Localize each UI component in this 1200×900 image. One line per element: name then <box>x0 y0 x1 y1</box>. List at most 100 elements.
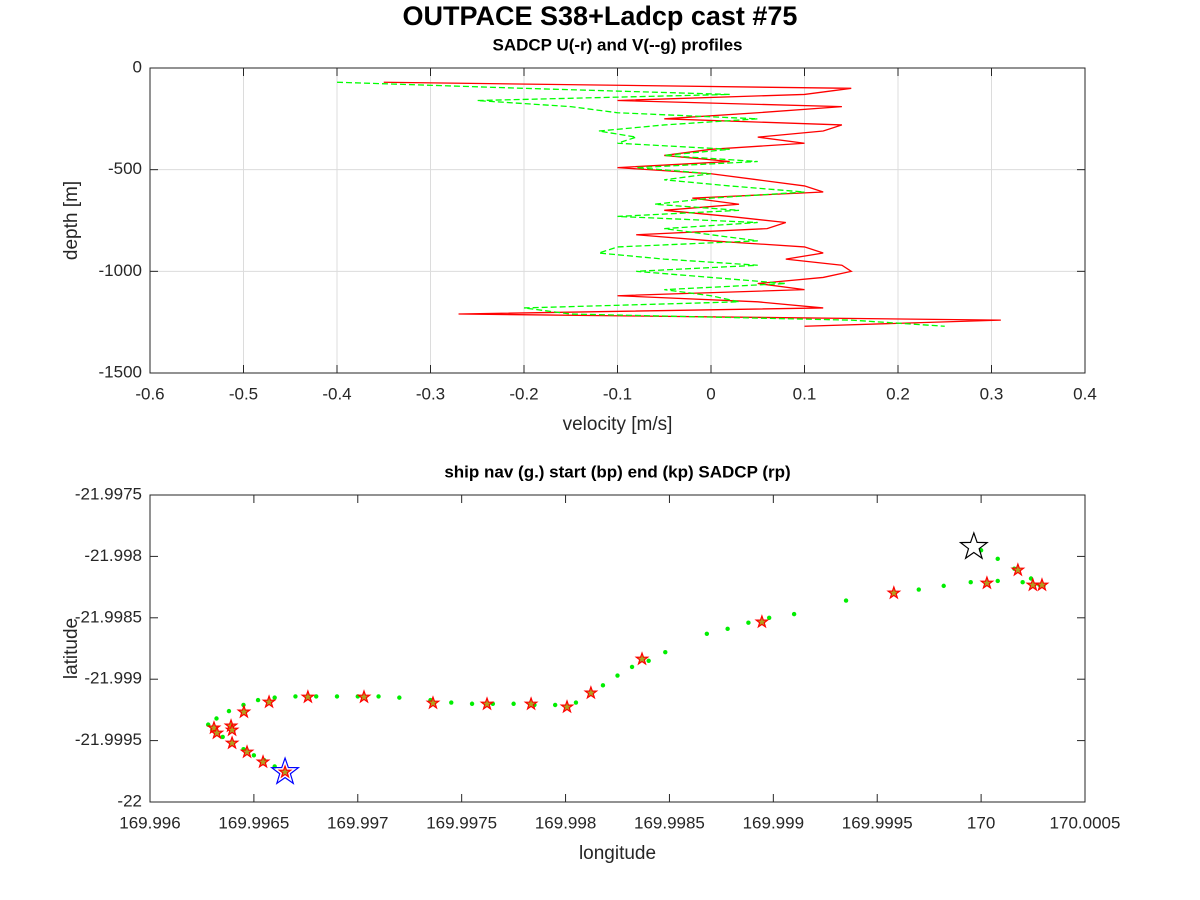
x-tick-label: 169.9995 <box>842 813 913 832</box>
nav-point <box>791 611 797 617</box>
nav-point <box>941 583 946 589</box>
x-tick-label: 0.3 <box>980 384 1004 403</box>
axes-title: SADCP U(-r) and V(--g) profiles <box>493 35 743 54</box>
x-tick-label: 169.996 <box>119 813 180 832</box>
x-tick-label: 170 <box>967 813 995 832</box>
star-marker <box>479 696 495 711</box>
star-marker <box>634 651 650 666</box>
y-axis-label: depth [m] <box>61 181 82 260</box>
star-marker <box>224 722 240 737</box>
nav-point <box>704 631 710 636</box>
profile-line <box>336 81 945 327</box>
nav-point <box>376 694 381 699</box>
y-tick-label: -22 <box>117 791 142 810</box>
x-tick-label: -0.5 <box>229 384 258 403</box>
star-marker <box>583 685 599 700</box>
nav-point <box>552 702 558 708</box>
x-tick-label: 169.9965 <box>218 813 289 832</box>
axes-box <box>149 67 1086 374</box>
star-marker <box>1010 562 1026 577</box>
x-tick-label: 0 <box>706 384 715 403</box>
y-tick-label: -500 <box>108 159 142 178</box>
nav-point <box>397 695 402 700</box>
nav-point <box>272 695 277 700</box>
star-marker <box>209 725 225 740</box>
x-tick-label: 0.1 <box>793 384 817 403</box>
axes-box <box>149 494 1086 803</box>
star-marker <box>206 720 222 735</box>
nav-point <box>449 700 454 705</box>
nav-point <box>995 556 1000 562</box>
nav-point <box>573 700 579 705</box>
star-marker <box>979 575 995 590</box>
star-marker <box>425 695 441 710</box>
star-marker <box>236 704 252 719</box>
axes-title: ship nav (g.) start (bp) end (kp) SADCP … <box>444 462 790 481</box>
x-tick-label: 169.998 <box>535 813 596 832</box>
star-marker <box>886 585 902 600</box>
nav-point <box>241 702 246 708</box>
plot-area <box>205 531 1050 785</box>
y-tick-label: -1000 <box>99 261 142 280</box>
y-tick-label: -21.9985 <box>75 607 142 626</box>
star-marker <box>356 689 372 704</box>
nav-point <box>968 579 973 585</box>
x-axis-label: longitude <box>579 843 656 864</box>
x-tick-label: -0.1 <box>603 384 632 403</box>
nav-point <box>600 683 606 688</box>
star-marker <box>270 756 301 785</box>
nav-point <box>766 615 772 620</box>
x-tick-label: 170.0005 <box>1050 813 1121 832</box>
x-tick-label: -0.6 <box>135 384 164 403</box>
nav-point <box>646 658 651 663</box>
star-marker <box>255 754 271 769</box>
y-axis-label: latitude <box>61 618 82 679</box>
nav-point <box>615 673 620 678</box>
plot-area <box>336 81 1001 327</box>
nav-point <box>995 578 1000 584</box>
y-tick-label: -21.9975 <box>75 484 142 503</box>
x-tick-label: 169.999 <box>743 813 804 832</box>
nav-point <box>293 694 298 699</box>
y-tick-label: -21.999 <box>84 669 142 688</box>
nav-point <box>916 587 921 592</box>
x-tick-label: -0.3 <box>416 384 445 403</box>
nav-point <box>314 694 319 699</box>
x-tick-label: -0.2 <box>509 384 538 403</box>
x-tick-label: 0.2 <box>886 384 910 403</box>
star-marker <box>261 694 277 709</box>
x-tick-label: 169.9985 <box>634 813 705 832</box>
star-marker <box>754 614 770 629</box>
nav-point <box>663 649 668 655</box>
star-marker <box>523 696 539 711</box>
star-marker <box>239 744 255 759</box>
y-tick-label: -21.9995 <box>75 730 142 749</box>
nav-point <box>469 701 475 706</box>
x-tick-label: 169.9975 <box>426 813 497 832</box>
nav-point <box>334 694 340 699</box>
nav-point <box>226 708 232 714</box>
nav-point <box>843 598 849 603</box>
figure-title: OUTPACE S38+Ladcp cast #75 <box>403 1 798 31</box>
nav-point <box>746 620 751 625</box>
star-marker <box>958 531 989 560</box>
nav-point <box>1020 579 1025 585</box>
star-marker <box>559 699 575 714</box>
x-axis-label: velocity [m/s] <box>563 414 673 435</box>
nav-point <box>725 626 730 632</box>
y-tick-label: 0 <box>133 57 142 76</box>
nav-point <box>629 664 635 670</box>
nav-point <box>220 734 225 740</box>
x-tick-label: 169.997 <box>327 813 388 832</box>
y-tick-label: -21.998 <box>84 546 142 565</box>
nav-point <box>251 753 257 758</box>
profile-line <box>383 81 1001 327</box>
star-marker <box>224 735 240 750</box>
star-marker <box>277 764 293 779</box>
x-tick-label: 0.4 <box>1073 384 1097 403</box>
star-marker <box>300 689 316 704</box>
y-tick-label: -1500 <box>99 362 142 381</box>
nav-point <box>511 701 516 706</box>
